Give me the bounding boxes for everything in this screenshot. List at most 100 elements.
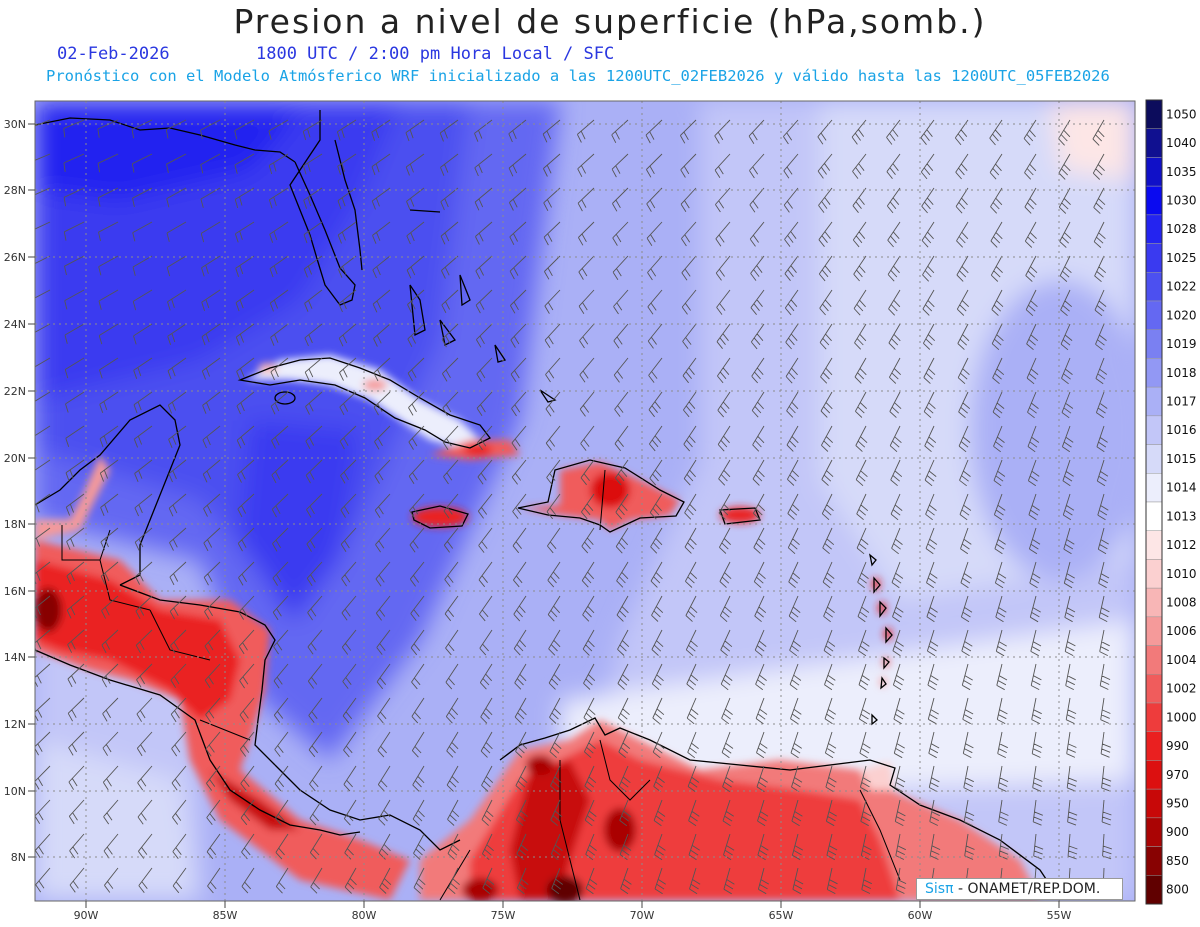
colorbar-label-990: 990 bbox=[1166, 739, 1189, 753]
colorbar-swatch-1025 bbox=[1145, 243, 1163, 273]
lon-label-75w: 75W bbox=[491, 901, 516, 922]
lat-label-14n: 14N bbox=[4, 651, 35, 664]
lat-label-16n: 16N bbox=[4, 585, 35, 598]
colorbar-label-850: 850 bbox=[1166, 854, 1189, 868]
colorbar-swatch-1050 bbox=[1145, 99, 1163, 129]
svg-text:30N: 30N bbox=[4, 118, 26, 131]
colorbar-swatch-1017 bbox=[1145, 386, 1163, 417]
colorbar-label-1013: 1013 bbox=[1166, 509, 1197, 523]
svg-text:14N: 14N bbox=[4, 651, 26, 664]
lat-label-30n: 30N bbox=[4, 118, 35, 131]
colorbar-label-1030: 1030 bbox=[1166, 194, 1197, 208]
colorbar-label-1022: 1022 bbox=[1166, 280, 1197, 294]
colorbar-label-1010: 1010 bbox=[1166, 567, 1197, 581]
colorbar-swatch-1022 bbox=[1145, 272, 1163, 302]
colorbar-label-1016: 1016 bbox=[1166, 423, 1197, 437]
forecast-date: 02-Feb-2026 bbox=[57, 44, 170, 64]
forecast-description: Pronóstico con el Modelo Atmósferico WRF… bbox=[46, 67, 1110, 85]
lat-label-26n: 26N bbox=[4, 251, 35, 264]
wind-barbs bbox=[35, 119, 1113, 895]
colorbar-label-1015: 1015 bbox=[1166, 452, 1197, 466]
colorbar-label-970: 970 bbox=[1166, 768, 1189, 782]
lon-label-80w: 80W bbox=[352, 901, 377, 922]
lat-label-28n: 28N bbox=[4, 184, 35, 197]
svg-text:60W: 60W bbox=[908, 909, 933, 922]
colorbar-swatch-950 bbox=[1145, 788, 1163, 819]
colorbar-swatch-970 bbox=[1145, 760, 1163, 790]
colorbar-label-1006: 1006 bbox=[1166, 624, 1197, 638]
colorbar-swatch-1016 bbox=[1145, 415, 1163, 445]
colorbar-swatch-1030 bbox=[1145, 185, 1163, 216]
colorbar-swatch-1012 bbox=[1145, 530, 1163, 560]
svg-text:55W: 55W bbox=[1047, 909, 1072, 922]
svg-text:85W: 85W bbox=[213, 909, 238, 922]
pressure-field bbox=[35, 101, 1135, 901]
lat-label-20n: 20N bbox=[4, 452, 35, 465]
svg-text:22N: 22N bbox=[4, 385, 26, 398]
colorbar-swatch-1035 bbox=[1145, 157, 1163, 187]
colorbar-label-1020: 1020 bbox=[1166, 308, 1197, 322]
colorbar-label-1012: 1012 bbox=[1166, 538, 1197, 552]
colorbar-label-1017: 1017 bbox=[1166, 395, 1197, 409]
lat-label-10n: 10N bbox=[4, 785, 35, 798]
colorbar-swatch-1006 bbox=[1145, 616, 1163, 646]
colorbar-label-800: 800 bbox=[1166, 883, 1189, 897]
colorbar-label-1008: 1008 bbox=[1166, 596, 1197, 610]
colorbar-swatch-1040 bbox=[1145, 128, 1163, 158]
colorbar-swatch-1020 bbox=[1145, 300, 1163, 330]
latitude-axis: 30N 28N 26N 24N 22N 20N 18N 16N 14N 12N … bbox=[4, 118, 35, 864]
colorbar-label-1035: 1035 bbox=[1166, 165, 1197, 179]
colorbar-swatch-1014 bbox=[1145, 473, 1163, 503]
svg-text:65W: 65W bbox=[769, 909, 794, 922]
forecast-time: 1800 UTC / 2:00 pm Hora Local / SFC bbox=[256, 44, 615, 64]
colorbar-swatch-1018 bbox=[1145, 358, 1163, 388]
lat-label-22n: 22N bbox=[4, 385, 35, 398]
lon-label-60w: 60W bbox=[908, 901, 933, 922]
longitude-axis: 90W 85W 80W 75W 70W 65W 60W 55W bbox=[74, 901, 1072, 922]
svg-text:16N: 16N bbox=[4, 585, 26, 598]
lon-label-85w: 85W bbox=[213, 901, 238, 922]
svg-text:10N: 10N bbox=[4, 785, 26, 798]
lon-label-55w: 55W bbox=[1047, 901, 1072, 922]
lon-label-90w: 90W bbox=[74, 901, 99, 922]
colorbar-label-1000: 1000 bbox=[1166, 710, 1197, 724]
colorbar-swatch-1013 bbox=[1145, 501, 1163, 531]
svg-text:24N: 24N bbox=[4, 318, 26, 331]
colorbar-label-1019: 1019 bbox=[1166, 337, 1197, 351]
lat-label-24n: 24N bbox=[4, 318, 35, 331]
colorbar-swatch-1004 bbox=[1145, 645, 1163, 675]
credit-text: - ONAMET/REP.DOM. bbox=[957, 881, 1101, 897]
lat-lon-grid bbox=[35, 101, 1135, 901]
colorbar-swatch-1008 bbox=[1145, 587, 1163, 618]
wind-barb-set bbox=[35, 119, 1113, 895]
colorbar-label-1028: 1028 bbox=[1166, 222, 1197, 236]
svg-text:18N: 18N bbox=[4, 518, 26, 531]
svg-text:20N: 20N bbox=[4, 452, 26, 465]
colorbar-swatch-850 bbox=[1145, 846, 1163, 876]
svg-text:75W: 75W bbox=[491, 909, 516, 922]
lon-label-70w: 70W bbox=[630, 901, 655, 922]
colorbar-swatch-1010 bbox=[1145, 559, 1163, 589]
svg-text:70W: 70W bbox=[630, 909, 655, 922]
svg-text:8N: 8N bbox=[11, 851, 26, 864]
credit-box: Sisπ - ONAMET/REP.DOM. bbox=[916, 878, 1123, 900]
colorbar-swatch-1015 bbox=[1145, 444, 1163, 474]
sispi-logo: Sisπ bbox=[925, 881, 954, 897]
colorbar-swatch-1028 bbox=[1145, 214, 1163, 244]
lat-label-12n: 12N bbox=[4, 718, 35, 731]
colorbar-swatch-800 bbox=[1145, 875, 1163, 905]
colorbar-swatch-1019 bbox=[1145, 329, 1163, 359]
lon-label-65w: 65W bbox=[769, 901, 794, 922]
colorbar-label-1004: 1004 bbox=[1166, 653, 1197, 667]
colorbar-label-1002: 1002 bbox=[1166, 682, 1197, 696]
colorbar-frame bbox=[1145, 99, 1163, 905]
colorbar-label-1014: 1014 bbox=[1166, 481, 1197, 495]
svg-text:26N: 26N bbox=[4, 251, 26, 264]
colorbar-label-1025: 1025 bbox=[1166, 251, 1197, 265]
svg-text:12N: 12N bbox=[4, 718, 26, 731]
colorbar-label-1018: 1018 bbox=[1166, 366, 1197, 380]
colorbar-swatch-990 bbox=[1145, 731, 1163, 761]
pressure-colorbar: 1050 1040 1035 1030 1028 1025 1022 1020 1019 1018… bbox=[1145, 99, 1197, 905]
colorbar-swatch-1000 bbox=[1145, 702, 1163, 732]
